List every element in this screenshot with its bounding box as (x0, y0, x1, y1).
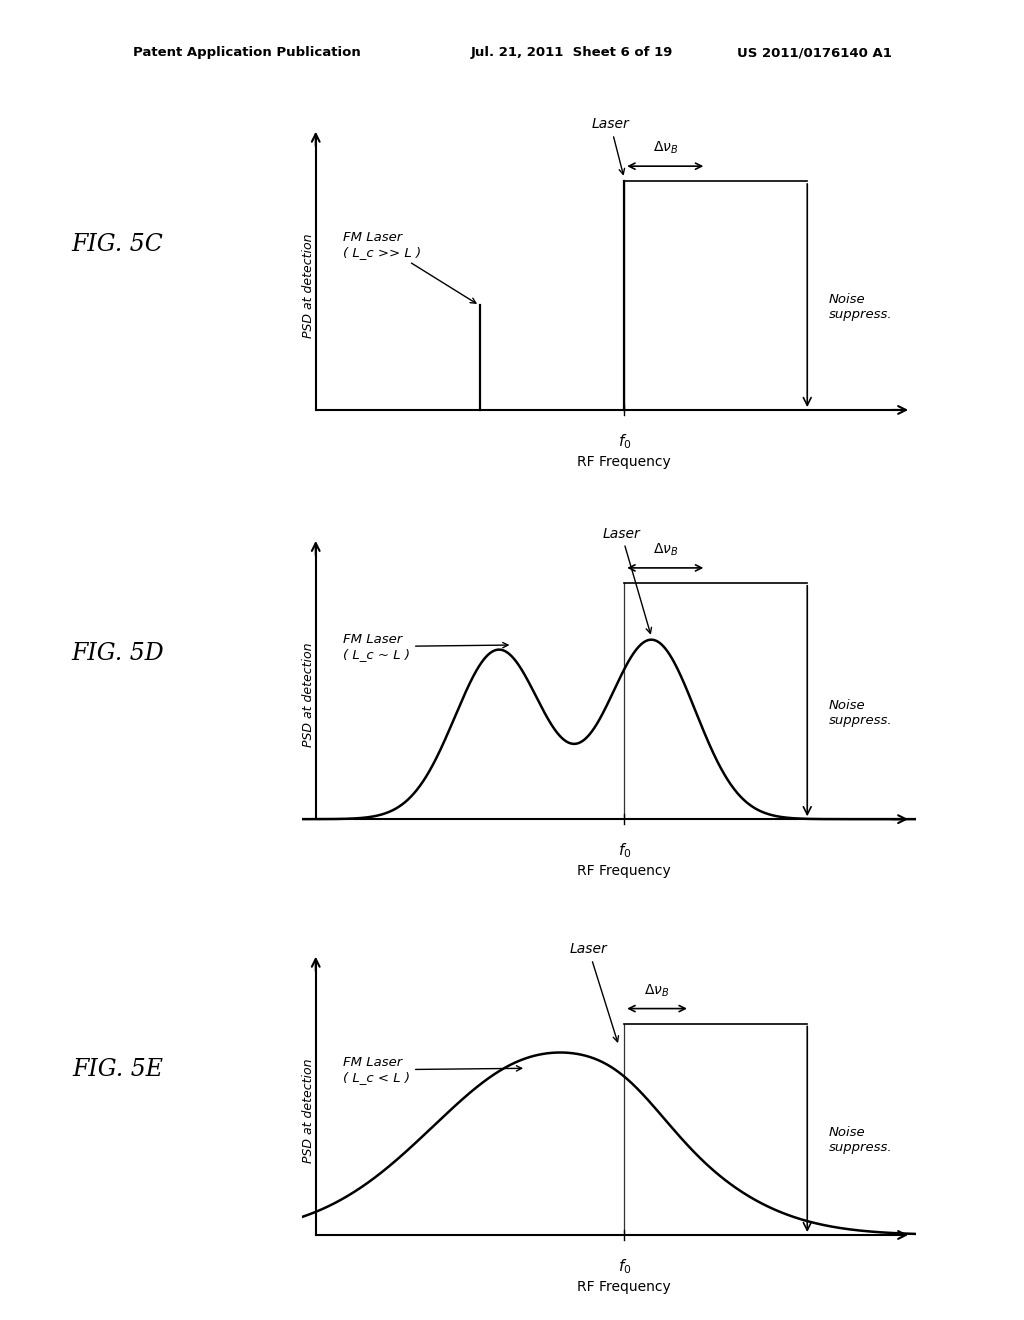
Text: FM Laser
( L_c >> L ): FM Laser ( L_c >> L ) (343, 231, 476, 304)
Text: $\Delta\nu_{B}$: $\Delta\nu_{B}$ (644, 982, 670, 999)
Text: FM Laser
( L_c < L ): FM Laser ( L_c < L ) (343, 1056, 521, 1084)
Text: Noise
suppress.: Noise suppress. (829, 293, 893, 321)
Text: Laser: Laser (569, 942, 618, 1041)
Text: PSD at detection: PSD at detection (302, 1059, 315, 1163)
Text: PSD at detection: PSD at detection (302, 234, 315, 338)
Text: Jul. 21, 2011  Sheet 6 of 19: Jul. 21, 2011 Sheet 6 of 19 (471, 46, 674, 59)
Text: FIG. 5C: FIG. 5C (72, 234, 164, 256)
Text: RF Frequency: RF Frequency (578, 1280, 671, 1294)
Text: FM Laser
( L_c ~ L ): FM Laser ( L_c ~ L ) (343, 632, 508, 660)
Text: Laser: Laser (602, 527, 651, 634)
Text: $f_0$: $f_0$ (617, 842, 631, 861)
Text: PSD at detection: PSD at detection (302, 643, 315, 747)
Text: RF Frequency: RF Frequency (578, 454, 671, 469)
Text: $f_0$: $f_0$ (617, 433, 631, 451)
Text: Patent Application Publication: Patent Application Publication (133, 46, 360, 59)
Text: US 2011/0176140 A1: US 2011/0176140 A1 (737, 46, 892, 59)
Text: RF Frequency: RF Frequency (578, 865, 671, 878)
Text: FIG. 5E: FIG. 5E (73, 1059, 163, 1081)
Text: $f_0$: $f_0$ (617, 1258, 631, 1276)
Text: FIG. 5D: FIG. 5D (72, 643, 164, 665)
Text: Laser: Laser (592, 117, 630, 174)
Text: $\Delta\nu_{B}$: $\Delta\nu_{B}$ (652, 541, 678, 558)
Text: $\Delta\nu_{B}$: $\Delta\nu_{B}$ (652, 140, 678, 156)
Text: Noise
suppress.: Noise suppress. (829, 1126, 893, 1154)
Text: Noise
suppress.: Noise suppress. (829, 698, 893, 727)
